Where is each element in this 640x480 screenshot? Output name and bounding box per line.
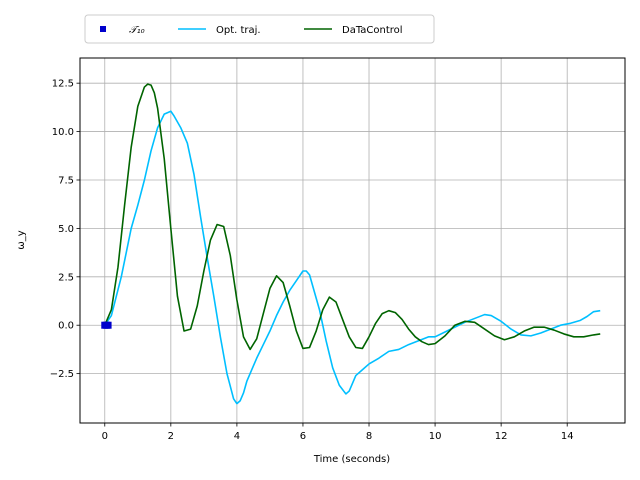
plot-series: [101, 83, 601, 405]
y-tick-label: 7.5: [58, 175, 74, 186]
x-tick-label: 0: [102, 431, 108, 442]
x-tick-label: 12: [495, 431, 508, 442]
y-tick-label: 12.5: [52, 79, 74, 90]
x-tick-label: 4: [234, 431, 240, 442]
legend-marker-0: [100, 26, 106, 32]
series-marker-point: [104, 321, 112, 329]
y-tick-label: −2.5: [50, 369, 74, 380]
y-axis-label: ω_y: [16, 230, 27, 249]
legend-label-2: DaTaControl: [342, 25, 403, 36]
series-line-1: [104, 110, 601, 405]
y-tick-label: 2.5: [58, 272, 74, 283]
x-axis-label: Time (seconds): [313, 454, 390, 465]
y-tick-label: 0.0: [58, 321, 74, 332]
legend-box: [84, 14, 435, 44]
plot-frame: [79, 57, 626, 424]
x-tick-label: 2: [168, 431, 174, 442]
x-tick-label: 8: [366, 431, 372, 442]
axis-ticks: 0 2 4 6 8 10 12 14 −2.5 0.0 2.5 5.0 7.5 10.0 12.5: [50, 79, 574, 442]
series-line-2: [104, 83, 601, 351]
x-tick-label: 10: [429, 431, 442, 442]
legend-label-1: Opt. traj.: [216, 25, 261, 36]
x-tick-label: 6: [300, 431, 306, 442]
y-tick-label: 10.0: [52, 127, 74, 138]
y-tick-label: 5.0: [58, 224, 74, 235]
x-tick-label: 14: [561, 431, 574, 442]
legend-label-0: 𝒯₁₀: [129, 25, 145, 36]
legend: 𝒯₁₀ Opt. traj. DaTaControl: [84, 14, 435, 44]
